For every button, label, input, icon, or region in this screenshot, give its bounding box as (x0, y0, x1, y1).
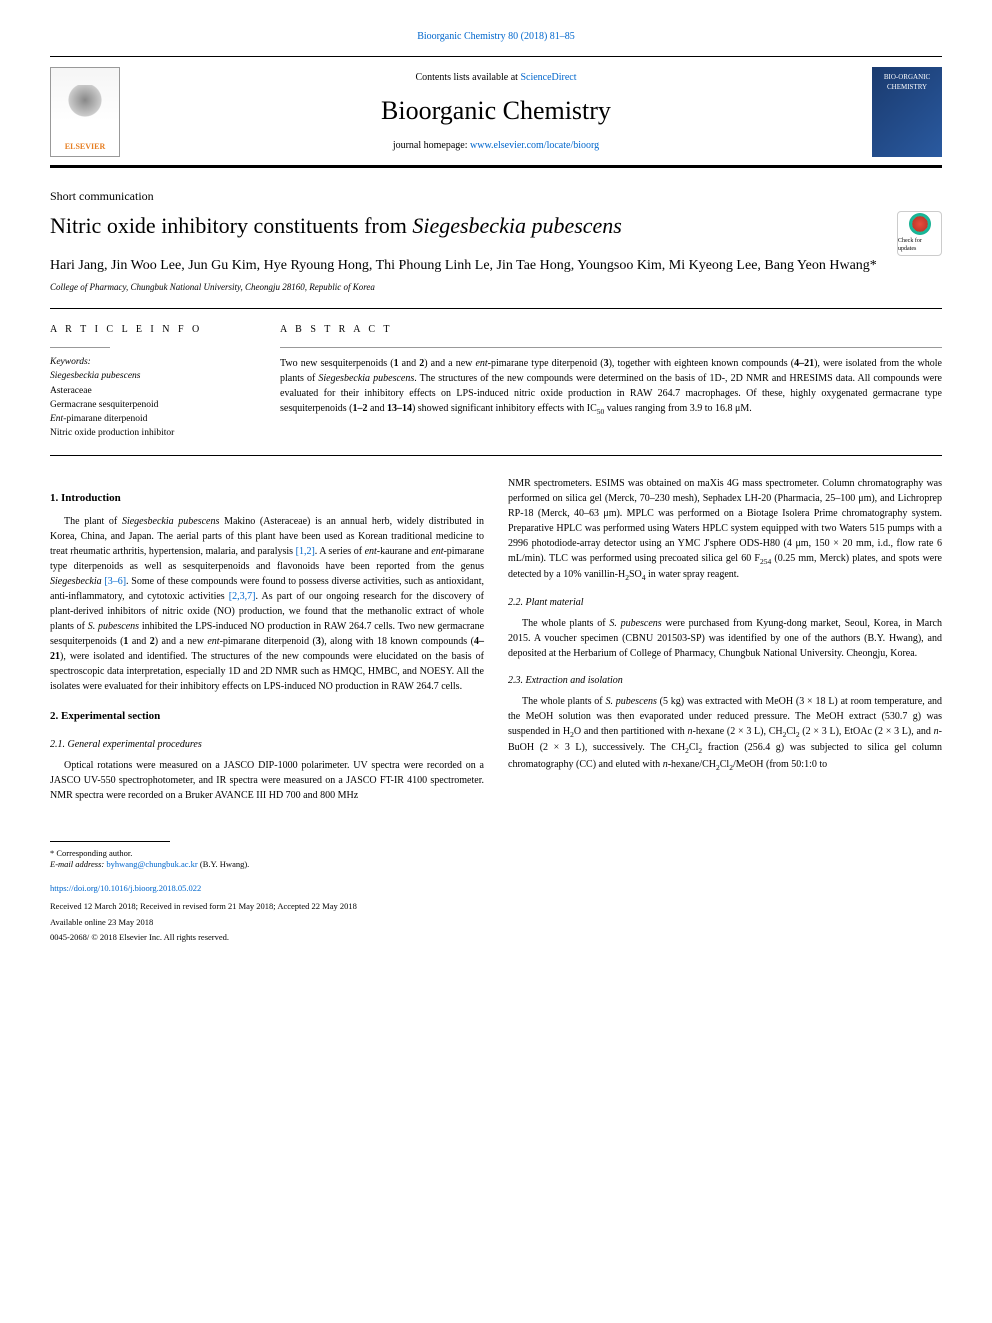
corresponding-marker: * (870, 258, 877, 273)
title-plain: Nitric oxide inhibitory constituents fro… (50, 213, 412, 238)
email-suffix: (B.Y. Hwang). (198, 859, 250, 869)
body-paragraph: The whole plants of S. pubescens were pu… (508, 616, 942, 661)
article-info-column: A R T I C L E I N F O Keywords: Siegesbe… (50, 323, 250, 441)
contents-line: Contents lists available at ScienceDirec… (120, 71, 872, 85)
subsection-heading-general: 2.1. General experimental procedures (50, 737, 484, 752)
doi-line: https://doi.org/10.1016/j.bioorg.2018.05… (50, 881, 942, 896)
email-footnote: E-mail address: byhwang@chungbuk.ac.kr (… (50, 859, 942, 871)
keywords-list: Siegesbeckia pubescens Asteraceae Germac… (50, 369, 250, 440)
ref-link[interactable]: [3–6] (104, 576, 126, 587)
email-label: E-mail address: (50, 859, 106, 869)
keyword-item: Ent-pimarane diterpenoid (50, 414, 147, 424)
ref-link[interactable]: [1,2] (296, 546, 315, 557)
keyword-item: Asteraceae (50, 386, 92, 396)
journal-cover-thumbnail[interactable]: BIO-ORGANIC CHEMISTRY (872, 67, 942, 157)
subsection-heading-plant: 2.2. Plant material (508, 595, 942, 610)
homepage-link[interactable]: www.elsevier.com/locate/bioorg (470, 140, 599, 151)
homepage-prefix: journal homepage: (393, 140, 470, 151)
journal-citation[interactable]: Bioorganic Chemistry 80 (2018) 81–85 (50, 30, 942, 44)
cover-text: BIO-ORGANIC CHEMISTRY (874, 73, 940, 93)
sciencedirect-link[interactable]: ScienceDirect (520, 72, 576, 83)
contents-prefix: Contents lists available at (415, 72, 520, 83)
keyword-item: Germacrane sesquiterpenoid (50, 400, 158, 410)
body-paragraph: The whole plants of S. pubescens (5 kg) … (508, 694, 942, 773)
info-abstract-section: A R T I C L E I N F O Keywords: Siegesbe… (50, 308, 942, 456)
homepage-line: journal homepage: www.elsevier.com/locat… (120, 139, 872, 153)
subsection-heading-extraction: 2.3. Extraction and isolation (508, 673, 942, 688)
keywords-label: Keywords: (50, 356, 250, 369)
section-heading-experimental: 2. Experimental section (50, 708, 484, 725)
info-divider (50, 347, 110, 348)
email-link[interactable]: byhwang@chungbuk.ac.kr (106, 859, 197, 869)
online-date: Available online 23 May 2018 (50, 917, 942, 929)
author-list: Hari Jang, Jin Woo Lee, Jun Gu Kim, Hye … (50, 256, 942, 276)
body-paragraph: NMR spectrometers. ESIMS was obtained on… (508, 476, 942, 584)
article-title: Nitric oxide inhibitory constituents fro… (50, 211, 622, 242)
right-column: NMR spectrometers. ESIMS was obtained on… (508, 476, 942, 811)
corresponding-footnote: * Corresponding author. (50, 848, 942, 860)
received-dates: Received 12 March 2018; Received in revi… (50, 901, 942, 913)
footnote-separator (50, 841, 170, 842)
keyword-item: Siegesbeckia pubescens (50, 371, 140, 381)
abstract-text: Two new sesquiterpenoids (1 and 2) and a… (280, 356, 942, 417)
abstract-column: A B S T R A C T Two new sesquiterpenoids… (280, 323, 942, 441)
left-column: 1. Introduction The plant of Siegesbecki… (50, 476, 484, 811)
abstract-divider (280, 347, 942, 348)
elsevier-text: ELSEVIER (65, 141, 105, 152)
elsevier-logo[interactable]: ELSEVIER (50, 67, 120, 157)
title-row: Nitric oxide inhibitory constituents fro… (50, 211, 942, 256)
elsevier-tree-icon (65, 85, 105, 135)
body-paragraph: The plant of Siegesbeckia pubescens Maki… (50, 514, 484, 694)
check-updates-icon (909, 213, 931, 235)
title-italic: Siegesbeckia pubescens (412, 213, 622, 238)
authors-text: Hari Jang, Jin Woo Lee, Jun Gu Kim, Hye … (50, 258, 870, 273)
ref-link[interactable]: [2,3,7] (229, 591, 256, 602)
header-center: Contents lists available at ScienceDirec… (120, 71, 872, 153)
body-paragraph: Optical rotations were measured on a JAS… (50, 758, 484, 803)
article-info-label: A R T I C L E I N F O (50, 323, 250, 337)
journal-header: ELSEVIER Contents lists available at Sci… (50, 56, 942, 168)
check-updates-badge[interactable]: Check for updates (897, 211, 942, 256)
journal-name: Bioorganic Chemistry (120, 93, 872, 129)
section-heading-intro: 1. Introduction (50, 490, 484, 507)
article-type: Short communication (50, 188, 942, 205)
check-updates-label: Check for updates (898, 237, 941, 254)
keyword-item: Nitric oxide production inhibitor (50, 428, 174, 438)
main-body: 1. Introduction The plant of Siegesbecki… (50, 476, 942, 811)
copyright: 0045-2068/ © 2018 Elsevier Inc. All righ… (50, 932, 942, 944)
affiliation: College of Pharmacy, Chungbuk National U… (50, 281, 942, 294)
abstract-label: A B S T R A C T (280, 323, 942, 337)
doi-link[interactable]: https://doi.org/10.1016/j.bioorg.2018.05… (50, 883, 201, 893)
